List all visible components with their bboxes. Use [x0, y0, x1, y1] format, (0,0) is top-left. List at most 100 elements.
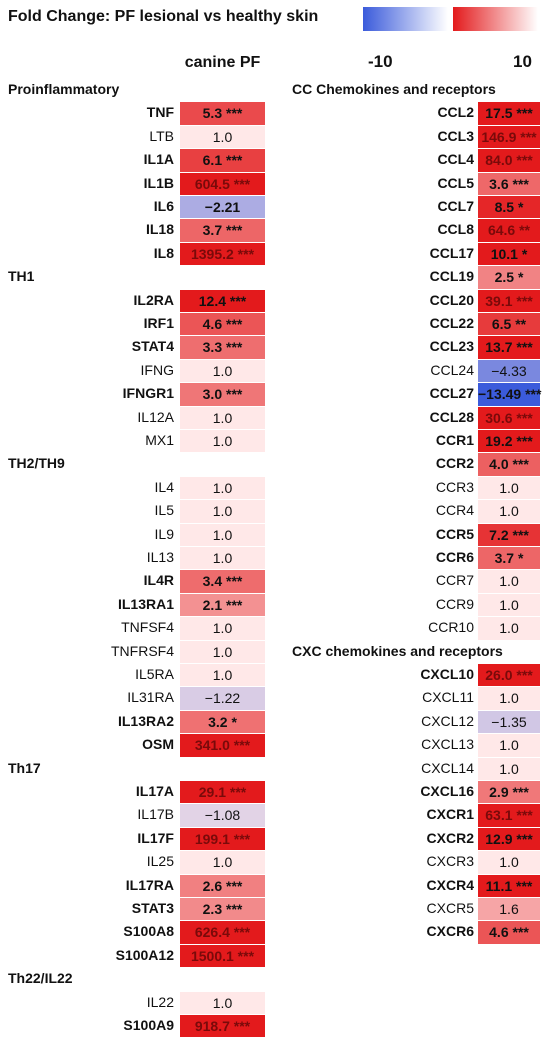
- heatmap-cell: −4.33: [478, 359, 540, 383]
- heatmap-cell: 1.0: [180, 476, 265, 500]
- gene-label: CCL2: [437, 104, 474, 121]
- heatmap-cell: 29.1 ***: [180, 781, 265, 804]
- heatmap-cell: 8.5 *: [478, 196, 540, 219]
- chart-title: Fold Change: PF lesional vs healthy skin: [8, 8, 319, 25]
- heatmap-cell: 2.6 ***: [180, 874, 265, 897]
- gene-label: CCR9: [435, 595, 474, 612]
- gene-label: IRF1: [143, 315, 174, 331]
- gene-label: IL13RA1: [117, 595, 174, 612]
- heatmap-cell: 1.0: [180, 523, 265, 546]
- heatmap-cell: 1.0: [180, 664, 265, 687]
- heatmap-cell: 146.9 ***: [478, 125, 540, 149]
- gene-label: IL12A: [137, 408, 174, 425]
- heatmap-cell: 4.0 ***: [478, 453, 540, 476]
- section-title: CC Chemokines and receptors: [292, 81, 496, 97]
- heatmap-cell: 1.0: [180, 640, 265, 663]
- heatmap-cell: 3.0 ***: [180, 383, 265, 406]
- heatmap-cell: 3.7 ***: [180, 219, 265, 242]
- heatmap-cell: 3.7 *: [478, 547, 540, 570]
- heatmap-cell: 1.0: [478, 593, 540, 617]
- gene-label: IL17RA: [125, 876, 174, 893]
- heatmap-cell: 1.0: [478, 851, 540, 874]
- gene-label: S100A8: [123, 923, 174, 940]
- gene-label: CCL7: [437, 198, 474, 214]
- heatmap-cell: 64.6 **: [478, 219, 540, 242]
- gene-label: IFNG: [140, 361, 174, 378]
- gene-label: IL17B: [137, 806, 174, 823]
- gene-label: IL25: [146, 853, 174, 870]
- gene-label: CCL8: [437, 221, 474, 238]
- gene-label: CCL5: [437, 174, 474, 191]
- heatmap-cell: 2.9 ***: [478, 781, 540, 804]
- gene-label: LTB: [149, 127, 174, 144]
- gene-label: IL17F: [137, 829, 174, 846]
- heatmap-cell: 5.3 ***: [180, 102, 265, 125]
- heatmap-cell: 11.1 ***: [478, 874, 540, 897]
- gene-label: CCL17: [429, 244, 474, 261]
- gene-label: TNFSF4: [121, 619, 174, 636]
- gene-label: CCR5: [435, 525, 474, 542]
- gene-label: CXCR3: [426, 853, 474, 870]
- heatmap-cell: −13.49 ***: [478, 383, 541, 406]
- heatmap-cell: 7.2 ***: [478, 523, 540, 546]
- heatmap-cell: 1.0: [180, 547, 265, 570]
- gene-label: IL2RA: [133, 291, 174, 308]
- gene-label: S100A12: [115, 946, 174, 963]
- heatmap-cell: 30.6 ***: [478, 406, 540, 429]
- heatmap-cell: 13.7 ***: [478, 336, 540, 359]
- heatmap-cell: 17.5 ***: [478, 102, 540, 125]
- gene-label: IL18: [145, 221, 174, 238]
- gene-label: TNF: [146, 104, 174, 121]
- heatmap-cell: 1.0: [180, 406, 265, 429]
- heatmap-cell: 3.6 ***: [478, 172, 540, 195]
- heatmap-cell: 1.0: [180, 851, 265, 874]
- heatmap-cell: 1500.1 ***: [180, 944, 265, 968]
- gene-label: CXCR2: [426, 829, 474, 846]
- gene-label: CXCL14: [421, 759, 474, 776]
- gene-label: CCR2: [435, 455, 474, 472]
- section-title: Th22/IL22: [8, 970, 73, 987]
- gene-label: CXCR4: [426, 876, 474, 893]
- section-title: Proinflammatory: [8, 81, 120, 97]
- color-scale-positive-bar: [453, 7, 538, 31]
- gene-label: MX1: [145, 432, 174, 448]
- gene-label: TNFRSF4: [111, 642, 174, 659]
- gene-label: IL9: [154, 525, 174, 542]
- gene-label: IL6: [153, 198, 174, 214]
- gene-label: CXCR1: [426, 806, 474, 823]
- gene-label: CXCL13: [421, 736, 474, 753]
- gene-label: CCR1: [435, 432, 474, 448]
- gene-label: CCL24: [430, 361, 474, 378]
- heatmap-cell: 1.0: [478, 500, 540, 523]
- section-title: Th17: [8, 759, 41, 776]
- gene-label: CCR4: [435, 502, 474, 519]
- gene-label: IL13RA2: [117, 712, 174, 729]
- heatmap-cell: −1.35: [478, 710, 540, 734]
- gene-label: IL4: [154, 478, 174, 495]
- gene-label: CCL23: [429, 338, 474, 355]
- gene-label: CCR7: [435, 572, 474, 589]
- heatmap-cell: 3.2 *: [180, 710, 265, 734]
- gene-label: CXCR5: [426, 900, 474, 916]
- section-title: TH1: [8, 268, 35, 285]
- gene-label: CXCL11: [422, 689, 474, 706]
- gene-label: IL1A: [143, 151, 174, 168]
- gene-label: IL5RA: [135, 666, 174, 682]
- column-header: canine PF: [184, 54, 261, 71]
- heatmap-cell: 1.0: [180, 617, 265, 640]
- gene-label: CCR6: [435, 549, 474, 565]
- heatmap-cell: 3.4 ***: [180, 570, 265, 593]
- gene-label: S100A9: [123, 1017, 174, 1033]
- heatmap-cell: −1.22: [180, 687, 265, 710]
- heatmap-cell: 1.0: [180, 991, 265, 1014]
- heatmap-cell: 3.3 ***: [180, 336, 265, 359]
- heatmap-cell: 19.2 ***: [478, 430, 540, 453]
- heatmap-cell: 1.0: [478, 617, 540, 640]
- heatmap-cell: 2.1 ***: [180, 593, 265, 617]
- heatmap-cell: 626.4 ***: [180, 921, 265, 944]
- heatmap-cell: 6.5 **: [478, 313, 540, 336]
- heatmap-cell: 12.9 ***: [478, 827, 540, 851]
- gene-label: CXCR6: [426, 923, 474, 940]
- gene-label: CCR10: [428, 619, 474, 636]
- heatmap-cell: 1.0: [478, 570, 540, 593]
